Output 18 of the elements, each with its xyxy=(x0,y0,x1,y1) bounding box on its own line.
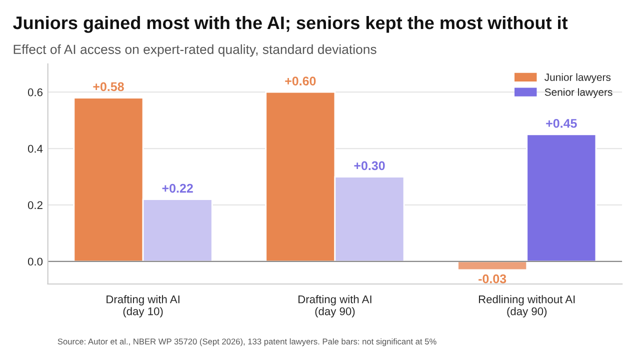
chart-title: Juniors gained most with the AI; seniors kept the most without it xyxy=(13,16,568,33)
legend-label: Junior lawyers xyxy=(544,73,611,83)
legend-label: Senior lawyers xyxy=(544,88,612,98)
data-label: +0.58 xyxy=(93,82,124,92)
data-label: +0.60 xyxy=(285,76,316,86)
source-note: Source: Autor et al., NBER WP 35720 (Sept 2026), 133 patent lawyers. Pale bars: not significant at 5% xyxy=(58,338,436,346)
x-tick-label: Redlining without AI (day 90) xyxy=(478,295,575,318)
y-tick-label: 0.4 xyxy=(28,144,43,153)
chart-subtitle: Effect of AI access on expert-rated quality, standard deviations xyxy=(14,44,376,57)
x-tick-label: Drafting with AI (day 90) xyxy=(298,295,372,318)
y-tick-label: 0.0 xyxy=(28,258,43,266)
data-label: -0.03 xyxy=(478,274,506,284)
data-label: +0.45 xyxy=(546,118,577,128)
y-tick-label: 0.6 xyxy=(28,88,42,96)
y-tick-label: 0.2 xyxy=(28,201,42,210)
data-label: +0.30 xyxy=(354,161,385,170)
x-tick-label: Drafting with AI (day 10) xyxy=(106,295,180,318)
data-label: +0.22 xyxy=(162,184,193,193)
